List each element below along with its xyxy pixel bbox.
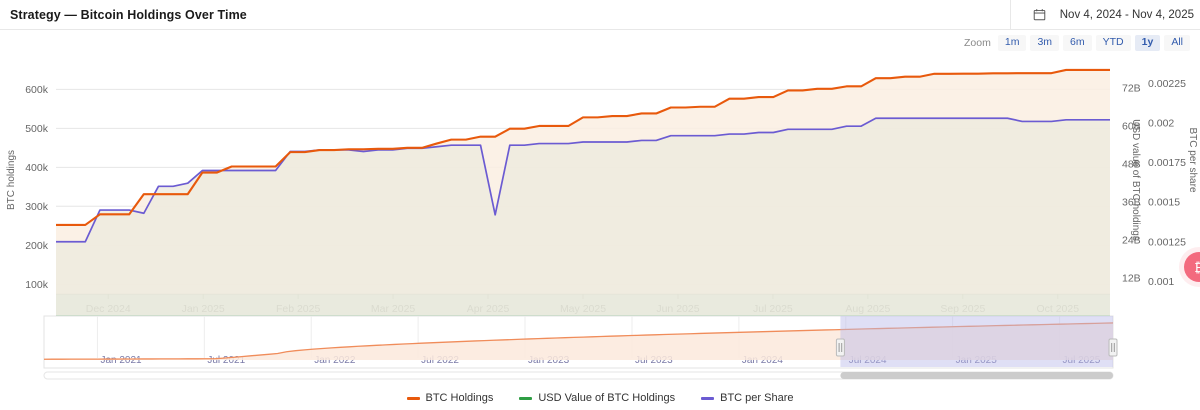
legend-label-btc-per-share: BTC per Share (720, 392, 794, 404)
left-axis-tick-label: 100k (25, 279, 49, 291)
navigator-handle-body[interactable] (1108, 338, 1118, 357)
usd-axis-tick-label: 48B (1122, 159, 1141, 171)
legend-item-btc-holdings[interactable]: BTC Holdings (406, 392, 494, 404)
usd-axis-tick-label: 72B (1122, 83, 1141, 95)
navigator-tick-label: Jul 2024 (849, 355, 887, 366)
zoom-label: Zoom (964, 37, 991, 49)
left-axis-title: BTC holdings (6, 150, 17, 210)
bps-axis-tick-label: 0.0015 (1148, 197, 1180, 209)
navigator-tick-label: Jul 2022 (421, 355, 459, 366)
legend-item-usd-value[interactable]: USD Value of BTC Holdings (519, 392, 675, 404)
navigator-handle-right[interactable] (1108, 338, 1118, 357)
navigator-selection[interactable] (840, 316, 1113, 367)
range-button-1m[interactable]: 1m (997, 34, 1027, 52)
chart-legend: BTC Holdings USD Value of BTC Holdings B… (0, 392, 1200, 404)
bps-axis-tick-label: 0.00125 (1148, 236, 1186, 248)
legend-label-btc-holdings: BTC Holdings (425, 392, 494, 404)
usd-axis-tick-label: 12B (1122, 273, 1141, 285)
navigator-tick-label: Jan 2022 (314, 355, 356, 366)
legend-swatch-btc-per-share (701, 396, 715, 400)
navigator-scrollbar-thumb[interactable] (840, 372, 1113, 379)
navigator-handle-body[interactable] (835, 338, 845, 357)
chart-canvas[interactable]: 100k 200k 300k 400k 500k 600k BTC holdings 12B 2… (0, 56, 1200, 410)
usd-value-area (56, 294, 1110, 317)
navigator-tick-label: Jan 2024 (742, 355, 784, 366)
navigator-series-area (44, 322, 1113, 360)
date-range-picker[interactable]: Nov 4, 2024 - Nov 4, 2025 (1009, 0, 1200, 30)
range-button-1y[interactable]: 1y (1134, 34, 1161, 52)
range-button-3m[interactable]: 3m (1030, 34, 1060, 52)
left-axis-tick-label: 200k (25, 240, 49, 252)
navigator-tick-label: Jan 2021 (100, 355, 142, 366)
range-selector: Zoom 1m 3m 6m YTD 1y All (0, 30, 1200, 56)
chart-area: 100k 200k 300k 400k 500k 600k BTC holdings 12B 2… (0, 56, 1200, 410)
chart-header: Strategy — Bitcoin Holdings Over Time No… (0, 0, 1200, 30)
page-title: Strategy — Bitcoin Holdings Over Time (10, 7, 247, 22)
bps-axis-tick-label: 0.00175 (1148, 157, 1186, 169)
navigator-tick-label: Jul 2025 (1063, 355, 1101, 366)
legend-swatch-btc-holdings (406, 396, 420, 400)
range-button-6m[interactable]: 6m (1063, 34, 1092, 52)
range-button-ytd[interactable]: YTD (1095, 34, 1131, 52)
navigator-tick-label: Jan 2023 (528, 355, 570, 366)
range-button-all[interactable]: All (1164, 34, 1190, 52)
usd-axis-tick-label: 36B (1122, 197, 1141, 209)
btc-per-share-area (56, 118, 1110, 294)
bps-axis-tick-label: 0.001 (1148, 276, 1174, 288)
left-axis-tick-label: 600k (25, 84, 49, 96)
bps-axis-tick-label: 0.002 (1148, 118, 1174, 130)
navigator-handle-left[interactable] (835, 338, 845, 357)
left-axis-tick-label: 500k (25, 123, 49, 135)
navigator-tick-label: Jan 2025 (956, 355, 998, 366)
fab-glyph: ₿ (1194, 259, 1200, 275)
left-axis-tick-label: 400k (25, 162, 49, 174)
calendar-icon (1033, 8, 1046, 21)
bitcoin-badge-icon[interactable]: ₿ (1184, 252, 1200, 282)
left-axis-tick-label: 300k (25, 201, 49, 213)
series-line-btc-per-share[interactable] (56, 117, 1110, 243)
usd-axis-title: USD value of BTC holdings (1130, 119, 1141, 241)
date-range-value: Nov 4, 2024 - Nov 4, 2025 (1059, 8, 1194, 21)
legend-item-btc-per-share[interactable]: BTC per Share (701, 392, 793, 404)
usd-axis-tick-label: 60B (1122, 121, 1141, 133)
usd-axis-tick-label: 24B (1122, 235, 1141, 247)
navigator[interactable]: Jan 2021 Jul 2021 Jan 2022 Jul 2022 Jan 2023… (43, 315, 1118, 369)
legend-label-usd-value: USD Value of BTC Holdings (538, 392, 676, 404)
series-line-btc-holdings[interactable] (56, 68, 1110, 226)
navigator-tick-label: Jul 2021 (207, 355, 245, 366)
navigator-series-line (43, 322, 1114, 360)
bps-axis-title: BTC per share (1187, 127, 1198, 192)
bps-axis-tick-label: 0.00225 (1148, 78, 1186, 90)
navigator-tick-label: Jul 2023 (635, 355, 673, 366)
legend-swatch-usd-value (519, 396, 533, 400)
